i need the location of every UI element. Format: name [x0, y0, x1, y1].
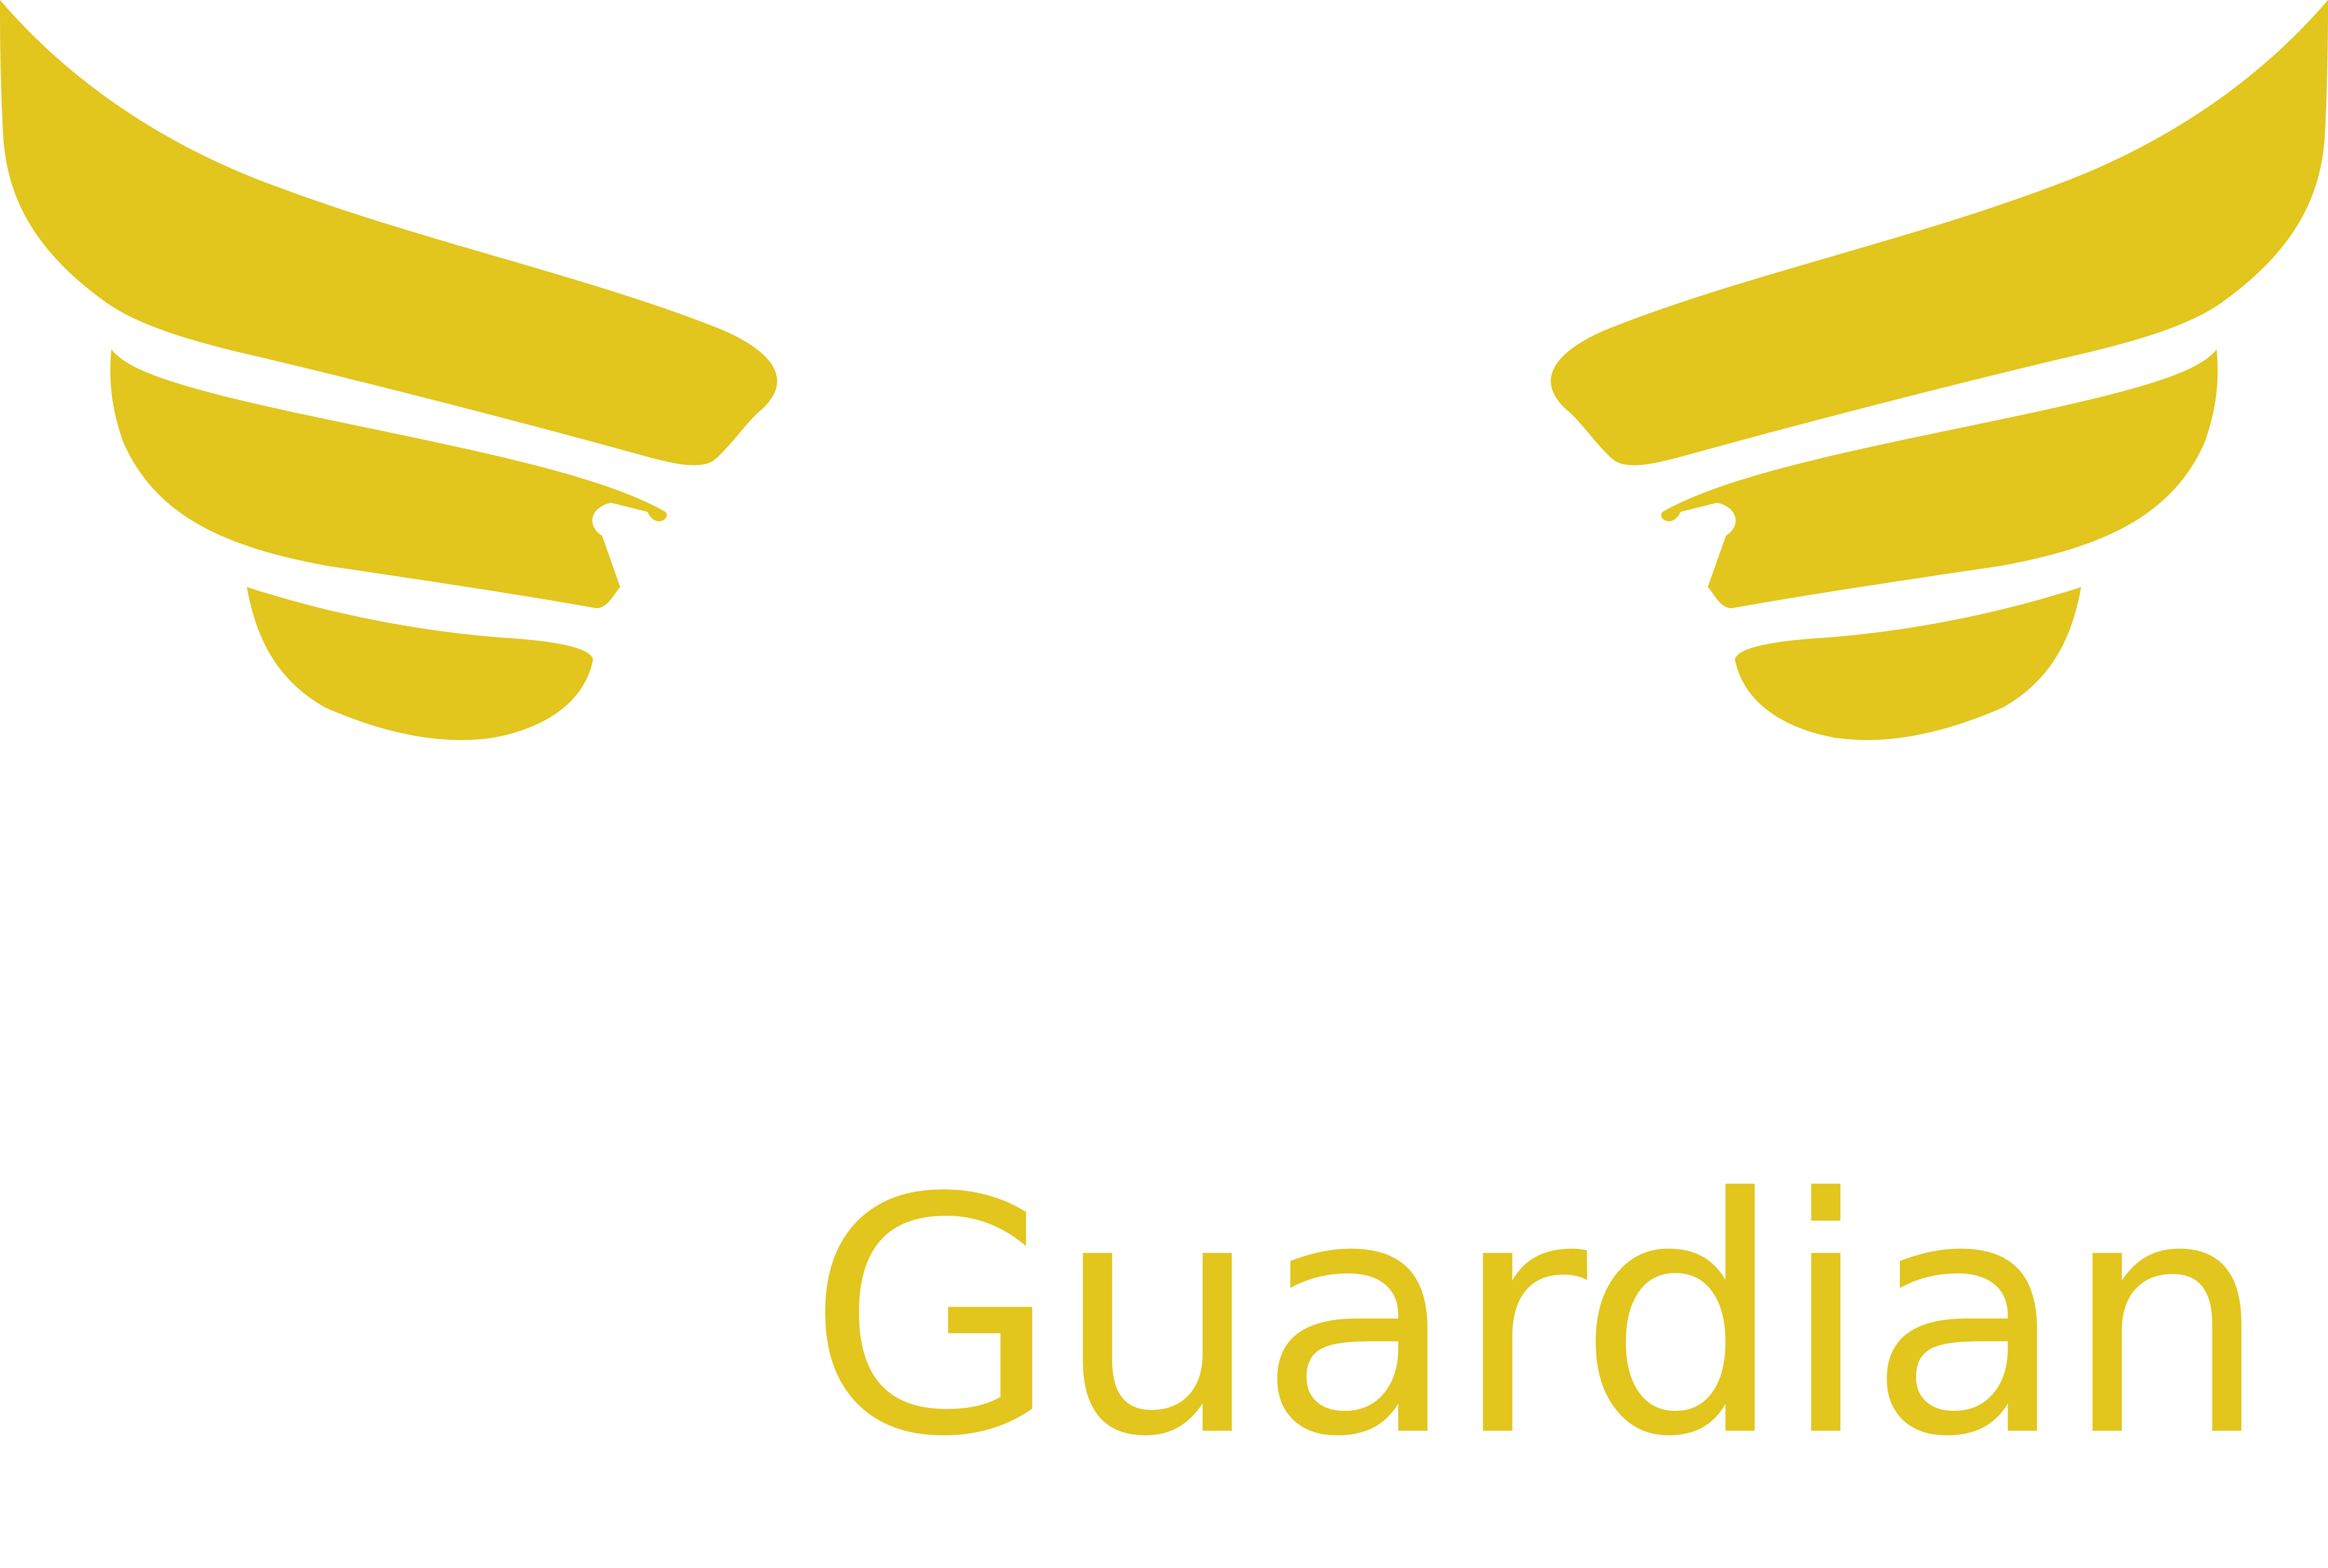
- left-wing: [0, 0, 777, 740]
- right-wing-middle-feather: [1661, 349, 2218, 608]
- right-wing-bottom-feather: [1735, 587, 2081, 740]
- left-wing-middle-feather: [110, 349, 667, 608]
- left-wing-top-feather: [0, 0, 777, 465]
- brand-wordmark: Guardian: [807, 1130, 2269, 1508]
- right-wing: [1551, 0, 2328, 740]
- right-wing-top-feather: [1551, 0, 2328, 465]
- left-wing-bottom-feather: [247, 587, 593, 740]
